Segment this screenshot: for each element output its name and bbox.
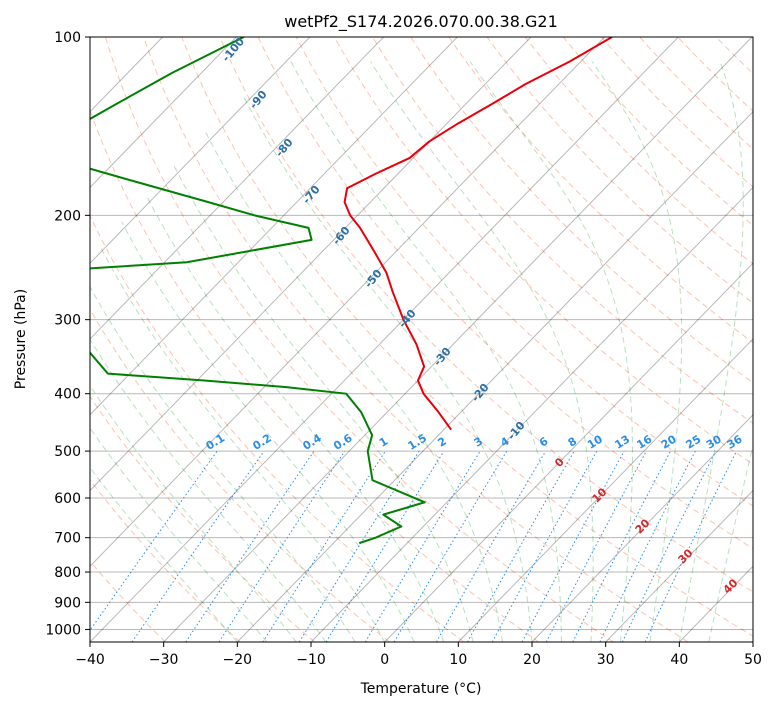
profile-curves	[90, 37, 613, 545]
mixing-ratio-line	[185, 450, 315, 642]
plot-frame	[89, 36, 754, 643]
dry-adiabat-line	[90, 479, 241, 642]
moist-adiabat-line	[90, 285, 356, 642]
dry-adiabat-line	[486, 37, 753, 304]
isotherm-line	[90, 37, 384, 340]
mixing-ratio-line	[90, 450, 218, 632]
x-axis-ticks: −40 −30 −20 −10 0 10 20 30 40 50	[75, 642, 762, 668]
y-tick-label: 400	[54, 387, 81, 403]
isotherm-line	[384, 262, 753, 642]
isobars	[90, 37, 753, 630]
y-axis-title: Pressure (hPa)	[13, 289, 29, 389]
moist-adiabat-line	[173, 165, 474, 642]
x-tick-label: 0	[380, 652, 389, 668]
isotherm-line	[236, 110, 753, 642]
y-tick-label: 800	[54, 565, 81, 581]
moist-adiabat-line	[678, 61, 744, 642]
isotherm-line	[90, 37, 679, 642]
moist-adiabat-line	[121, 221, 415, 642]
isotherm-line	[90, 37, 311, 264]
moist-adiabat-line	[205, 132, 504, 642]
isotherm-line	[457, 338, 753, 642]
mixing-ratio-line	[131, 450, 265, 642]
y-tick-label: 600	[54, 491, 81, 507]
moist-adiabat-line	[90, 427, 268, 642]
x-tick-label: −40	[75, 652, 105, 668]
isotherm-line	[310, 186, 753, 642]
dry-adiabat-line	[372, 37, 753, 424]
dry-adiabat-line	[524, 37, 753, 265]
y-axis-ticks: 100 200 300 400 500 600 700 800 900 1000	[45, 30, 90, 638]
moist-adiabat-line	[90, 384, 297, 642]
dry-adiabat-line	[257, 37, 753, 550]
moist-adiabat-line	[99, 245, 386, 642]
dry-adiabat-line	[90, 109, 540, 642]
y-tick-label: 1000	[45, 622, 81, 638]
y-tick-label: 500	[54, 444, 81, 460]
isotherm-line	[163, 37, 753, 642]
temperature-curve	[343, 37, 613, 431]
moist-adiabat-line	[469, 61, 633, 642]
x-tick-label: 20	[523, 652, 541, 668]
moist-adiabat-line	[708, 443, 753, 642]
moist-adiabats	[90, 61, 753, 642]
dry-adiabat-line	[143, 37, 689, 642]
moist-adiabat-line	[591, 61, 683, 642]
isotherms	[90, 37, 753, 642]
moist-adiabat-line	[241, 94, 533, 642]
x-tick-label: 50	[744, 652, 762, 668]
dry-adiabat-line	[295, 37, 753, 507]
x-tick-label: 40	[670, 652, 688, 668]
y-tick-label: 200	[54, 208, 81, 224]
moist-adiabat-line	[90, 466, 238, 642]
dry-adiabat-line	[410, 37, 753, 384]
isotherm-line	[605, 489, 753, 642]
mixing-ratio-line	[491, 450, 598, 642]
x-axis-title: Temperature (°C)	[360, 681, 482, 697]
mixing-ratio-line	[521, 450, 625, 642]
y-tick-label: 900	[54, 595, 81, 611]
isotherm-line	[90, 37, 605, 567]
mixing-ratio-line	[262, 450, 386, 642]
dry-adiabats	[90, 37, 753, 642]
isotherm-line	[90, 37, 458, 416]
moist-adiabat-line	[90, 338, 327, 642]
mixing-ratio-lines	[90, 450, 737, 642]
x-tick-label: 30	[597, 652, 615, 668]
isotherm-line	[90, 37, 237, 189]
moist-adiabat-line	[145, 195, 445, 642]
isotherm-line	[531, 414, 753, 642]
y-tick-label: 300	[54, 313, 81, 329]
mixing-ratio-line	[218, 450, 346, 642]
dry-adiabat-line	[219, 37, 753, 593]
mixing-ratio-line	[467, 450, 575, 642]
mixing-ratio-line	[325, 450, 445, 642]
x-tick-label: −10	[296, 652, 326, 668]
y-tick-label: 700	[54, 531, 81, 547]
dry-adiabat-line	[639, 37, 753, 150]
chart-title: wetPf2_S174.2026.070.00.38.G21	[284, 12, 558, 32]
dry-adiabat-line	[181, 37, 753, 637]
x-tick-label: −30	[149, 652, 179, 668]
dewpoint-curve	[90, 37, 426, 545]
y-tick-label: 100	[54, 30, 81, 46]
mixing-ratio-line	[599, 450, 696, 642]
x-tick-label: −20	[223, 652, 253, 668]
x-tick-label: 10	[449, 652, 467, 668]
dry-adiabat-line	[90, 308, 390, 642]
isotherm-line	[90, 37, 532, 492]
dry-adiabat-line	[333, 37, 753, 465]
moist-adiabat-line	[370, 61, 594, 642]
dry-adiabat-line	[104, 37, 614, 642]
moist-adiabat-line	[290, 61, 562, 642]
